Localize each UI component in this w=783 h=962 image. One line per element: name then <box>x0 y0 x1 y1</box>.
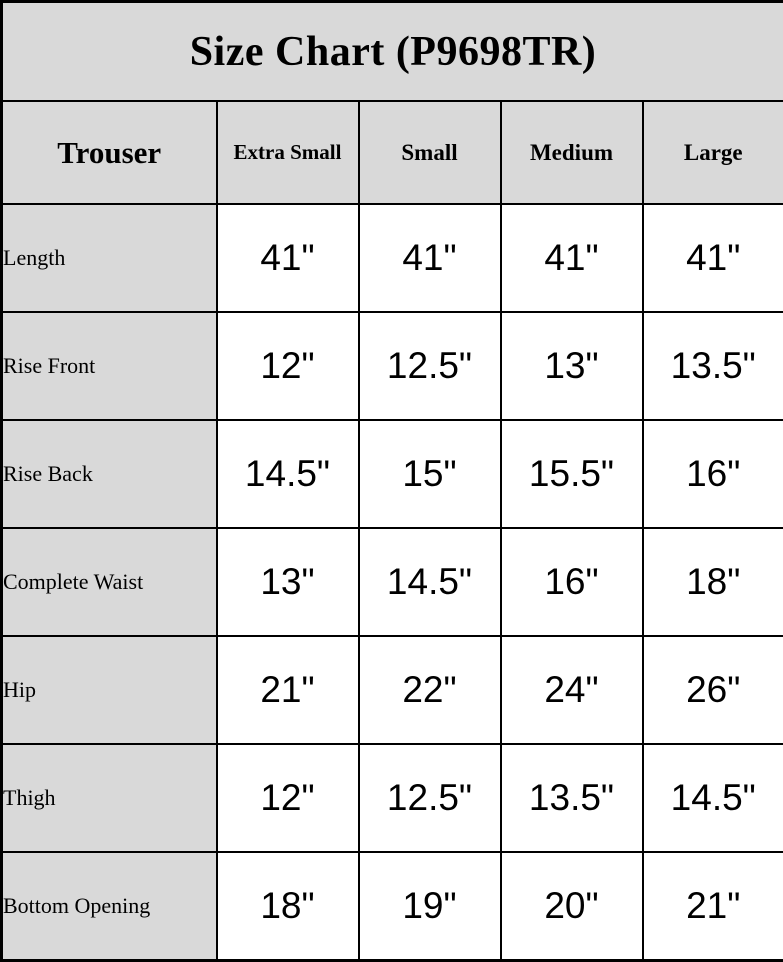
table-row: Hip 21" 22" 24" 26" <box>2 636 783 744</box>
size-value-cell: 12.5" <box>359 744 501 852</box>
size-value-cell: 24" <box>501 636 643 744</box>
row-label: Rise Back <box>2 420 217 528</box>
corner-label: Trouser <box>2 101 217 204</box>
size-value-cell: 21" <box>217 636 359 744</box>
header-row: Trouser Extra Small Small Medium Large <box>2 101 783 204</box>
size-value-cell: 14.5" <box>643 744 783 852</box>
size-value-cell: 18" <box>217 852 359 961</box>
row-label: Thigh <box>2 744 217 852</box>
size-table-body: Length 41" 41" 41" 41" Rise Front 12" 12… <box>2 204 783 961</box>
size-value-cell: 14.5" <box>359 528 501 636</box>
row-label: Hip <box>2 636 217 744</box>
size-value-cell: 15.5" <box>501 420 643 528</box>
table-row: Rise Front 12" 12.5" 13" 13.5" <box>2 312 783 420</box>
size-value-cell: 13.5" <box>501 744 643 852</box>
column-header-extra-small: Extra Small <box>217 101 359 204</box>
size-value-cell: 19" <box>359 852 501 961</box>
size-value-cell: 12" <box>217 312 359 420</box>
size-value-cell: 12.5" <box>359 312 501 420</box>
size-value-cell: 18" <box>643 528 783 636</box>
table-row: Complete Waist 13" 14.5" 16" 18" <box>2 528 783 636</box>
table-row: Bottom Opening 18" 19" 20" 21" <box>2 852 783 961</box>
size-value-cell: 41" <box>501 204 643 312</box>
size-value-cell: 14.5" <box>217 420 359 528</box>
column-header-large: Large <box>643 101 783 204</box>
row-label: Complete Waist <box>2 528 217 636</box>
table-row: Thigh 12" 12.5" 13.5" 14.5" <box>2 744 783 852</box>
size-value-cell: 12" <box>217 744 359 852</box>
table-row: Rise Back 14.5" 15" 15.5" 16" <box>2 420 783 528</box>
table-row: Length 41" 41" 41" 41" <box>2 204 783 312</box>
size-value-cell: 16" <box>501 528 643 636</box>
size-value-cell: 20" <box>501 852 643 961</box>
size-value-cell: 15" <box>359 420 501 528</box>
size-value-cell: 13" <box>217 528 359 636</box>
size-value-cell: 22" <box>359 636 501 744</box>
size-value-cell: 41" <box>217 204 359 312</box>
size-value-cell: 13" <box>501 312 643 420</box>
column-header-small: Small <box>359 101 501 204</box>
column-header-medium: Medium <box>501 101 643 204</box>
size-value-cell: 13.5" <box>643 312 783 420</box>
row-label: Bottom Opening <box>2 852 217 961</box>
size-value-cell: 41" <box>643 204 783 312</box>
row-label: Length <box>2 204 217 312</box>
title-row: Size Chart (P9698TR) <box>2 2 783 102</box>
row-label: Rise Front <box>2 312 217 420</box>
size-value-cell: 16" <box>643 420 783 528</box>
size-value-cell: 26" <box>643 636 783 744</box>
size-value-cell: 21" <box>643 852 783 961</box>
size-value-cell: 41" <box>359 204 501 312</box>
chart-title: Size Chart (P9698TR) <box>2 2 783 102</box>
